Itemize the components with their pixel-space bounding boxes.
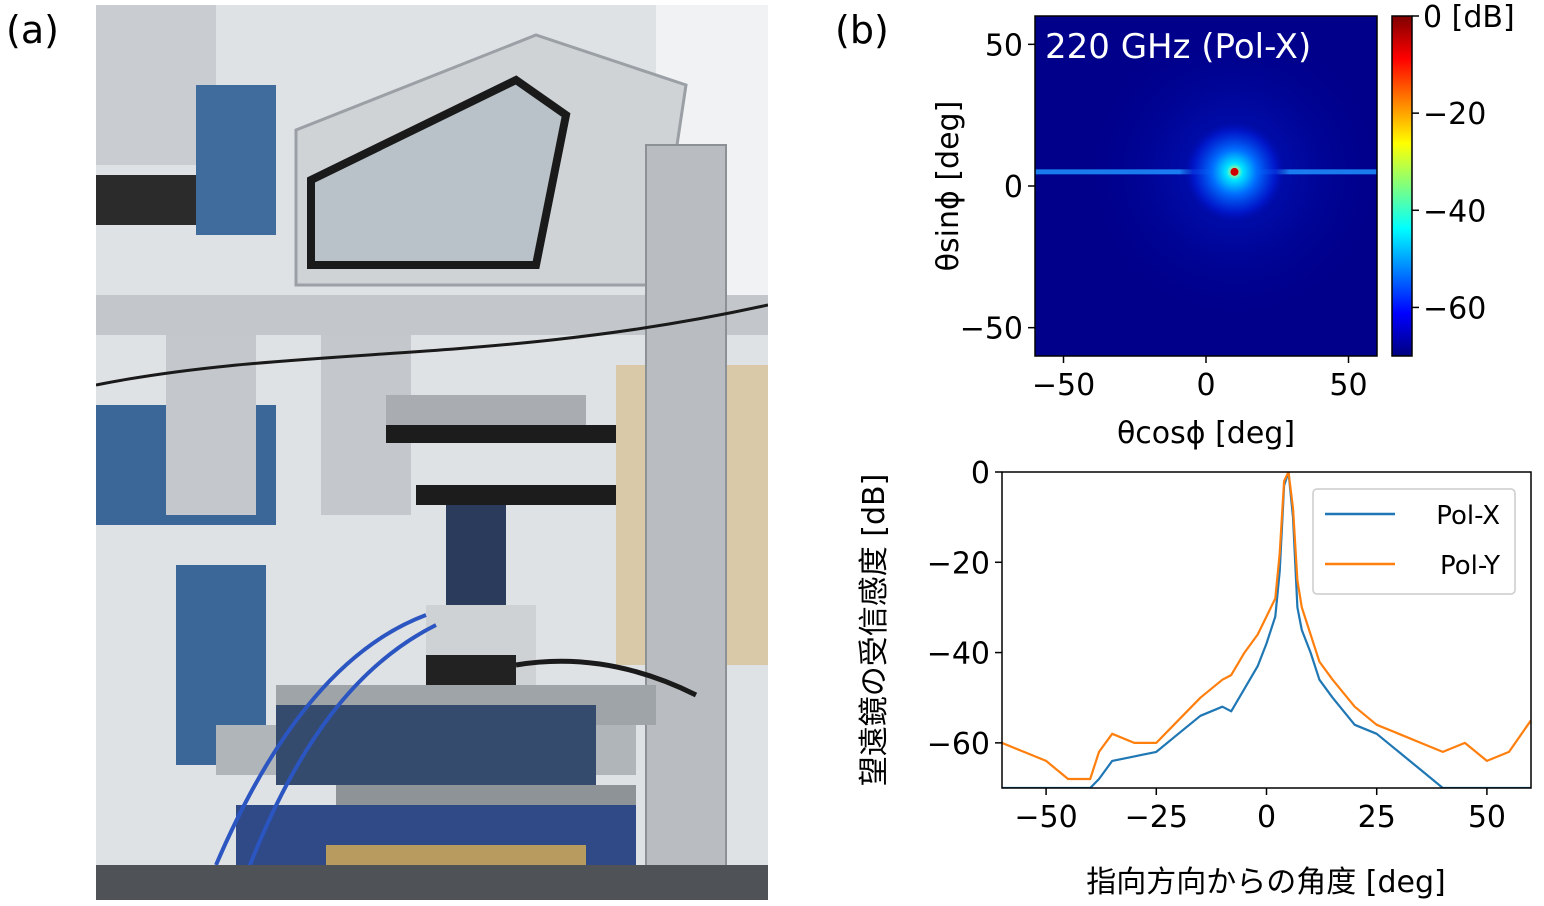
heatmap-y-axis-label: θsinϕ [deg] bbox=[931, 101, 966, 272]
line-y-tick-label: −20 bbox=[927, 546, 990, 581]
series-line-pol-x bbox=[1002, 472, 1531, 788]
line-x-tick-label: 25 bbox=[1358, 800, 1396, 835]
heatmap-y-tick-label: −50 bbox=[960, 312, 1023, 347]
line-y-axis-label: 望遠鏡の受信感度 [dB] bbox=[857, 474, 892, 787]
legend: Pol-X Pol-Y bbox=[1312, 488, 1516, 595]
apparatus-photo-illustration bbox=[96, 5, 768, 900]
panel-label-a: (a) bbox=[6, 8, 59, 52]
colorbar: 0 [dB] −20 −40 −60 bbox=[1391, 0, 1515, 357]
colorbar-ticks: 0 [dB] −20 −40 −60 bbox=[1412, 0, 1515, 326]
line-x-tick-label: −25 bbox=[1125, 800, 1188, 835]
colorbar-gradient bbox=[1391, 15, 1413, 357]
colorbar-tick-label: −20 bbox=[1423, 97, 1486, 132]
colorbar-tick-label: −60 bbox=[1423, 291, 1486, 326]
heatmap-x-tick-label: 0 bbox=[1196, 368, 1215, 403]
panel-label-b: (b) bbox=[835, 8, 889, 52]
line-y-ticks: 0 −20 −40 −60 bbox=[927, 456, 1002, 762]
heatmap-title: 220 GHz (Pol-X) bbox=[1045, 27, 1311, 67]
line-x-tick-label: 0 bbox=[1257, 800, 1276, 835]
line-y-tick-label: 0 bbox=[971, 456, 990, 491]
apparatus-photo bbox=[96, 5, 768, 900]
heatmap-x-tick-label: 50 bbox=[1329, 368, 1367, 403]
heatmap-x-ticks: −50 0 50 bbox=[1032, 356, 1368, 403]
colorbar-tick-label: 0 [dB] bbox=[1423, 0, 1515, 35]
legend-label-pol-y: Pol-Y bbox=[1440, 551, 1500, 581]
heatmap-y-tick-label: 0 bbox=[1004, 170, 1023, 205]
line-y-tick-label: −40 bbox=[927, 637, 990, 672]
series-group bbox=[1002, 472, 1531, 788]
heatmap-y-ticks: 50 0 −50 bbox=[960, 28, 1035, 347]
series-line-pol-y bbox=[1002, 472, 1531, 781]
line-x-axis-label: 指向方向からの角度 [deg] bbox=[1086, 865, 1446, 900]
heatmap-y-tick-label: 50 bbox=[985, 28, 1023, 63]
line-x-ticks: −50 −25 0 25 50 bbox=[1014, 788, 1506, 835]
heatmap-x-tick-label: −50 bbox=[1032, 368, 1095, 403]
legend-label-pol-x: Pol-X bbox=[1436, 501, 1500, 531]
colorbar-tick-label: −40 bbox=[1423, 194, 1486, 229]
heatmap-x-axis-label: θcosϕ [deg] bbox=[1117, 416, 1295, 451]
heatmap-plot: 220 GHz (Pol-X) −50 0 50 50 0 −50 θcosϕ [deg… bbox=[931, 15, 1378, 451]
line-y-tick-label: −60 bbox=[927, 727, 990, 762]
line-plot: −50 −25 0 25 50 0 −20 −40 −60 指向方向からの角度 [deg] 望… bbox=[857, 456, 1532, 900]
line-x-tick-label: 50 bbox=[1468, 800, 1506, 835]
line-x-tick-label: −50 bbox=[1014, 800, 1077, 835]
heatmap-peak bbox=[1230, 167, 1239, 176]
